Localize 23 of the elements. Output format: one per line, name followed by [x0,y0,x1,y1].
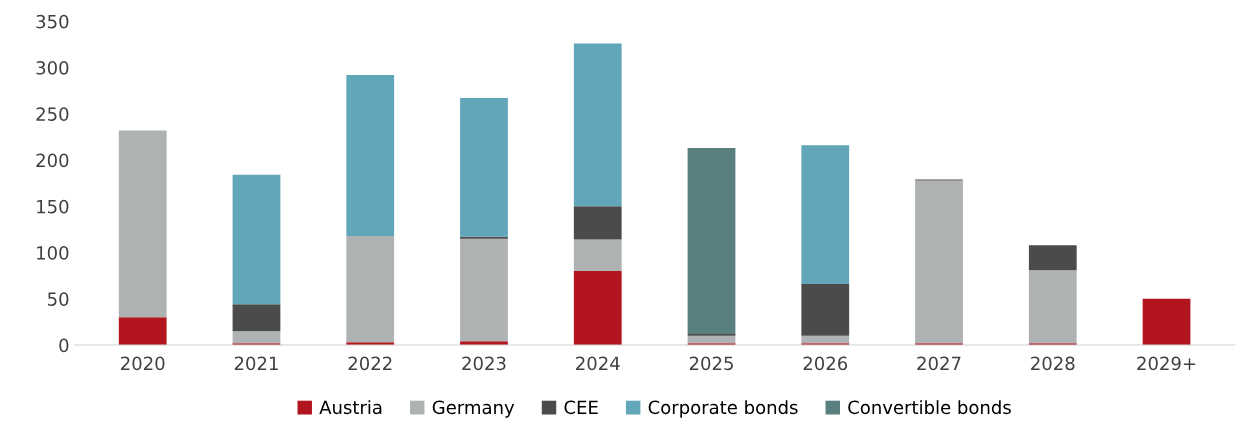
legend-label: CEE [564,400,598,415]
x-tick-label: 2026 [803,356,848,371]
x-tick-label: 2027 [917,356,961,371]
legend-label: Germany [432,400,515,418]
y-tick-label: 0 [59,338,69,353]
y-tick-label: 100 [37,246,69,260]
x-tick-label: 2020 [121,356,165,371]
x-tick-label: 2021 [234,356,278,371]
x-tick-label: 2025 [689,356,733,371]
y-tick-label: 300 [36,61,69,75]
legend-label: Austria [319,400,382,415]
x-tick-label: 2023 [462,356,506,371]
legend-label: Convertible bonds [848,400,1011,415]
y-tick-label: 150 [37,199,69,214]
legend-label: Corporate bonds [648,400,798,418]
y-tick-label: 200 [36,153,69,168]
y-tick-label: 50 [48,292,69,306]
x-tick-label: 2024 [576,356,620,371]
y-tick-label: 350 [36,14,69,29]
x-tick-label: 2028 [1031,356,1075,371]
x-tick-label: 2022 [348,356,392,371]
x-tick-label: 2029+ [1137,356,1196,371]
y-tick-label: 250 [36,107,69,121]
